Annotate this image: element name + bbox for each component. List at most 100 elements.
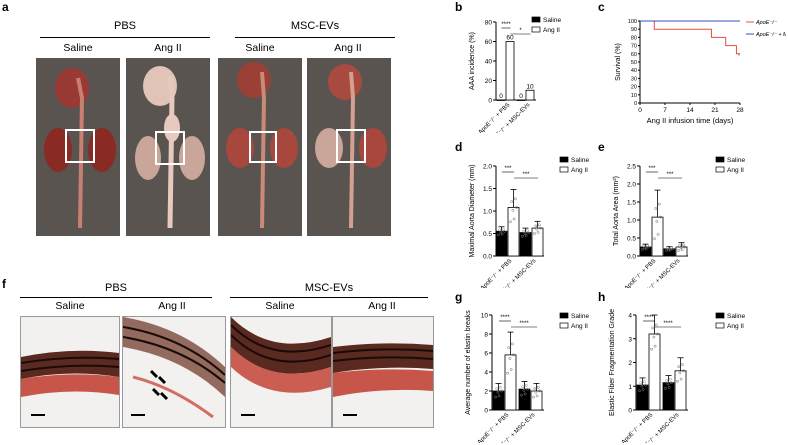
legend-label: Saline [571, 313, 589, 320]
legend-label: Ang II [571, 167, 588, 174]
data-point [521, 234, 524, 238]
data-point [523, 231, 527, 235]
data-point [511, 208, 515, 212]
aorta-illustration [135, 66, 205, 229]
legend-swatch [531, 16, 541, 23]
panel-label-e: e [598, 140, 605, 154]
panel-a-sub-saline-1: Saline [63, 42, 93, 54]
legend-swatch [715, 322, 725, 329]
bar-angii [674, 370, 687, 411]
y-tick-label: 80 [485, 20, 493, 27]
y-tick-label: 1.0 [627, 218, 636, 225]
data-point [507, 346, 511, 349]
significance-label: **** [500, 315, 510, 321]
data-point [521, 385, 525, 389]
y-tick-label: 1.0 [483, 209, 492, 216]
y-tick-label: 80 [631, 35, 637, 41]
data-point [640, 384, 644, 388]
panel-label-a: a [2, 0, 9, 14]
bar-saline [662, 382, 675, 411]
data-point [527, 231, 530, 234]
legend-label: ApoE⁻/⁻ + MI [755, 32, 786, 38]
bar-angii [651, 216, 664, 257]
data-point [682, 369, 685, 373]
data-point [509, 220, 512, 224]
data-point [680, 363, 684, 366]
panel-label-g: g [455, 290, 463, 304]
data-point [497, 233, 500, 237]
data-point [501, 227, 505, 231]
y-tick-label: 6 [484, 351, 488, 358]
panel-f-sub-angii-2: Ang II [368, 300, 396, 312]
data-point [653, 344, 657, 348]
x-tick-label: 28 [736, 107, 744, 114]
y-tick-label: 0 [484, 408, 488, 415]
data-point [513, 197, 517, 201]
legend-swatch [715, 166, 725, 173]
data-point [525, 229, 529, 232]
data-point [535, 227, 539, 231]
y-tick-label: 70 [631, 44, 637, 50]
panel-label-h: h [598, 290, 606, 304]
data-point [644, 383, 647, 387]
bar-angii [504, 354, 517, 411]
significance-label: *** [648, 166, 656, 172]
data-point [524, 234, 528, 237]
data-point [536, 231, 540, 234]
legend-label: Saline [727, 313, 745, 320]
data-point [665, 379, 669, 382]
panel-f-sub-saline-2: Saline [265, 300, 295, 312]
legend-swatch [715, 312, 725, 319]
data-point [677, 365, 681, 368]
data-point [664, 387, 667, 390]
y-tick-label: 8 [484, 332, 488, 339]
bar-angii [531, 227, 544, 257]
y-tick-label: 3 [628, 336, 632, 343]
data-point [656, 233, 660, 236]
data-point [644, 247, 648, 251]
photo-pbs-saline [36, 58, 120, 236]
data-point [653, 237, 656, 241]
significance-label: **** [519, 321, 529, 327]
y-tick-label: 0.0 [627, 254, 636, 261]
data-point [665, 249, 668, 252]
data-point [520, 393, 523, 397]
significance-label: *** [522, 172, 530, 178]
bar-angii [525, 89, 535, 101]
chart-e-aorta-area: 0.0 0.5 1.0 1.5 2.0 2.5 Total Aorta Area (mm²)… [613, 156, 745, 288]
data-point [668, 248, 672, 252]
data-point [659, 215, 662, 219]
y-tick-label: 0.0 [483, 254, 492, 261]
data-point [503, 229, 506, 233]
data-point [642, 380, 646, 383]
series-line [640, 20, 740, 55]
data-point [680, 248, 684, 252]
y-tick-label: 10 [631, 93, 637, 99]
y-tick-label: 0.5 [483, 231, 492, 238]
data-point [510, 200, 514, 203]
y-tick-label: 2.0 [627, 182, 636, 189]
y-tick-label: 20 [631, 85, 637, 91]
aorta-illustration [315, 64, 387, 229]
data-point [500, 389, 503, 393]
data-point [677, 249, 680, 252]
bar-saline [516, 99, 526, 101]
y-tick-label: 0 [628, 408, 632, 415]
data-point [657, 202, 661, 206]
y-tick-label: 2 [484, 389, 488, 396]
data-point [537, 223, 541, 227]
panel-f-group-pbs: PBS [104, 282, 127, 294]
data-point [522, 229, 526, 233]
data-point [641, 247, 644, 251]
significance-label: * [519, 28, 522, 34]
data-point [668, 377, 672, 381]
data-point [498, 228, 502, 232]
y-tick-label: 20 [485, 78, 493, 85]
data-point [655, 220, 659, 223]
data-point [496, 390, 500, 394]
y-tick-label: 0.5 [627, 236, 636, 243]
data-point [679, 246, 683, 250]
significance-label: *** [504, 166, 512, 172]
y-tick-label: 40 [631, 68, 637, 74]
